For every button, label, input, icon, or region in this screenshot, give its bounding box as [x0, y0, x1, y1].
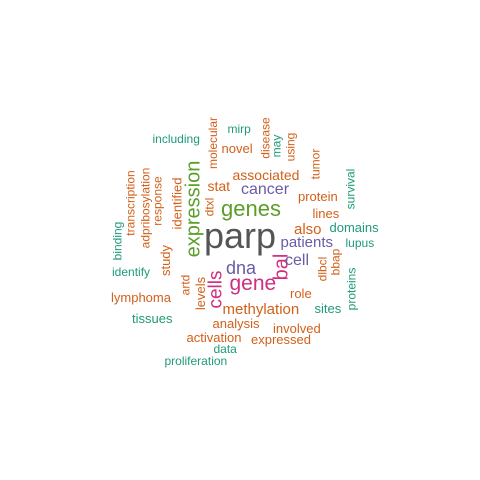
- cloud-word-novel: novel: [221, 140, 253, 156]
- cloud-word-gene: gene: [229, 271, 277, 295]
- cloud-word-protein: protein: [298, 188, 338, 204]
- cloud-word-genes: genes: [221, 196, 281, 221]
- cloud-word-lymphoma: lymphoma: [111, 289, 171, 305]
- cloud-word-domains: domains: [329, 219, 379, 235]
- cloud-word-data: data: [213, 342, 237, 356]
- cloud-word-sites: sites: [314, 300, 342, 316]
- cloud-word-expression: expression: [181, 160, 204, 258]
- cloud-word-survival: survival: [342, 168, 357, 210]
- cloud-word-cancer: cancer: [241, 181, 290, 198]
- cloud-word-artd: artd: [177, 274, 192, 296]
- cloud-word-methylation: methylation: [222, 300, 300, 318]
- cloud-word-parp: parp: [204, 215, 277, 256]
- cloud-word-role: role: [290, 285, 312, 301]
- cloud-word-patients: patients: [280, 233, 334, 251]
- cloud-word-study: study: [157, 244, 173, 276]
- cloud-word-identify: identify: [112, 265, 151, 279]
- cloud-word-may: may: [268, 134, 283, 158]
- cloud-word-identified: identified: [169, 176, 185, 230]
- cloud-word-expressed: expressed: [251, 331, 311, 347]
- cloud-word-including: including: [152, 132, 200, 146]
- cloud-word-analysis: analysis: [212, 315, 260, 331]
- cloud-word-molecular: molecular: [206, 116, 221, 170]
- cloud-word-dlbcl: dlbcl: [314, 256, 329, 282]
- cloud-word-cell: cell: [285, 252, 310, 269]
- cloud-word-dtxl: dtxl: [201, 197, 216, 217]
- cloud-word-associated: associated: [232, 167, 300, 183]
- cloud-word-levels: levels: [192, 276, 208, 310]
- cloud-word-proteins: proteins: [343, 267, 358, 311]
- cloud-word-bbap: bbap: [327, 248, 342, 276]
- cloud-word-adpribosylation: adpribosylation: [137, 167, 152, 249]
- cloud-word-transcription: transcription: [123, 170, 138, 236]
- cloud-word-tissues: tissues: [132, 310, 173, 326]
- cloud-word-response: response: [150, 176, 165, 226]
- cloud-word-tumor: tumor: [307, 148, 322, 180]
- cloud-word-also: also: [294, 220, 322, 238]
- cloud-word-mirp: mirp: [227, 122, 251, 136]
- cloud-word-using: using: [282, 132, 297, 162]
- cloud-word-stat: stat: [207, 178, 231, 194]
- cloud-word-activation: activation: [186, 329, 242, 345]
- cloud-word-binding: binding: [109, 221, 124, 261]
- cloud-word-dna: dna: [226, 258, 257, 278]
- cloud-word-involved: involved: [273, 320, 321, 336]
- cloud-word-proliferation: proliferation: [164, 354, 228, 368]
- cloud-word-lines: lines: [312, 205, 340, 221]
- cloud-word-lupus: lupus: [345, 236, 375, 250]
